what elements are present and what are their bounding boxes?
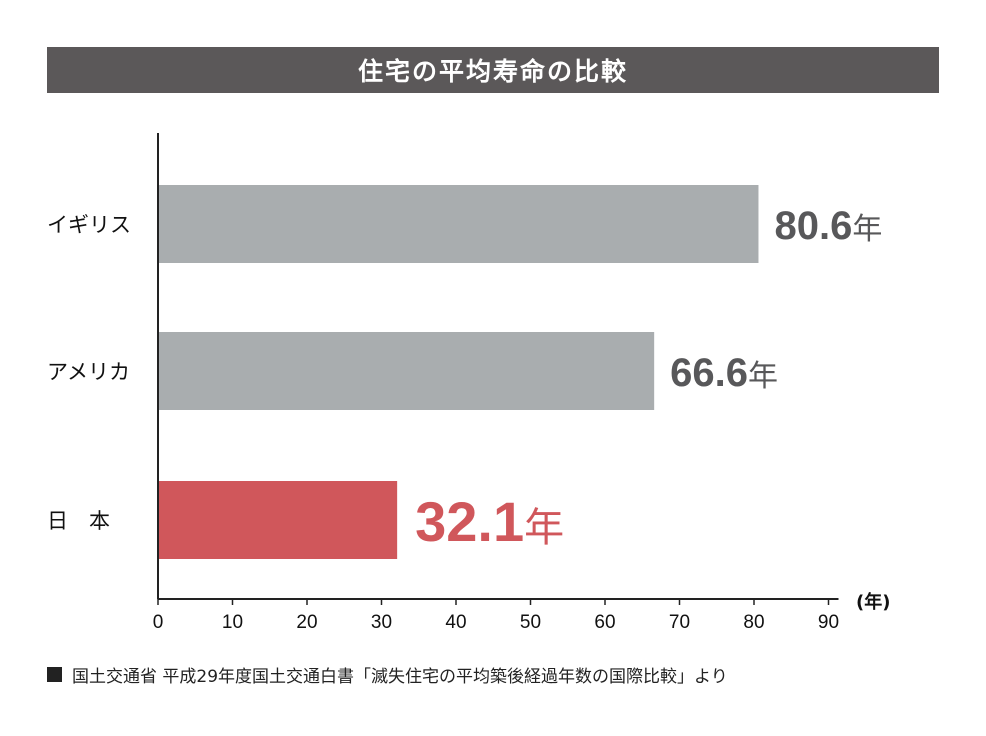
square-bullet-icon bbox=[47, 667, 62, 682]
x-tick-label: 30 bbox=[371, 612, 392, 633]
chart-title: 住宅の平均寿命の比較 bbox=[47, 47, 939, 93]
x-tick-label: 80 bbox=[743, 612, 764, 633]
x-axis-label: (年) bbox=[856, 591, 890, 613]
bar bbox=[158, 332, 655, 410]
source-note: 国土交通省 平成29年度国土交通白書「滅失住宅の平均築後経過年数の国際比較」より bbox=[47, 662, 728, 687]
x-tick-label: 60 bbox=[594, 612, 615, 633]
x-tick-label: 0 bbox=[153, 612, 164, 633]
category-label: イギリス bbox=[47, 213, 131, 237]
value-label: 66.6年 bbox=[670, 351, 778, 395]
source-text: 国土交通省 平成29年度国土交通白書「滅失住宅の平均築後経過年数の国際比較」より bbox=[72, 667, 728, 687]
category-label: アメリカ bbox=[47, 360, 130, 384]
bar bbox=[158, 185, 759, 263]
x-tick-label: 50 bbox=[520, 612, 541, 633]
value-label: 32.1年 bbox=[415, 490, 564, 553]
x-tick-label: 10 bbox=[222, 612, 243, 633]
value-label: 80.6年 bbox=[774, 204, 882, 248]
category-label: 日 本 bbox=[47, 509, 110, 533]
x-tick-label: 70 bbox=[669, 612, 690, 633]
bar bbox=[158, 481, 398, 559]
x-tick-label: 40 bbox=[445, 612, 466, 633]
x-tick-label: 90 bbox=[818, 612, 839, 633]
x-tick-label: 20 bbox=[296, 612, 317, 633]
